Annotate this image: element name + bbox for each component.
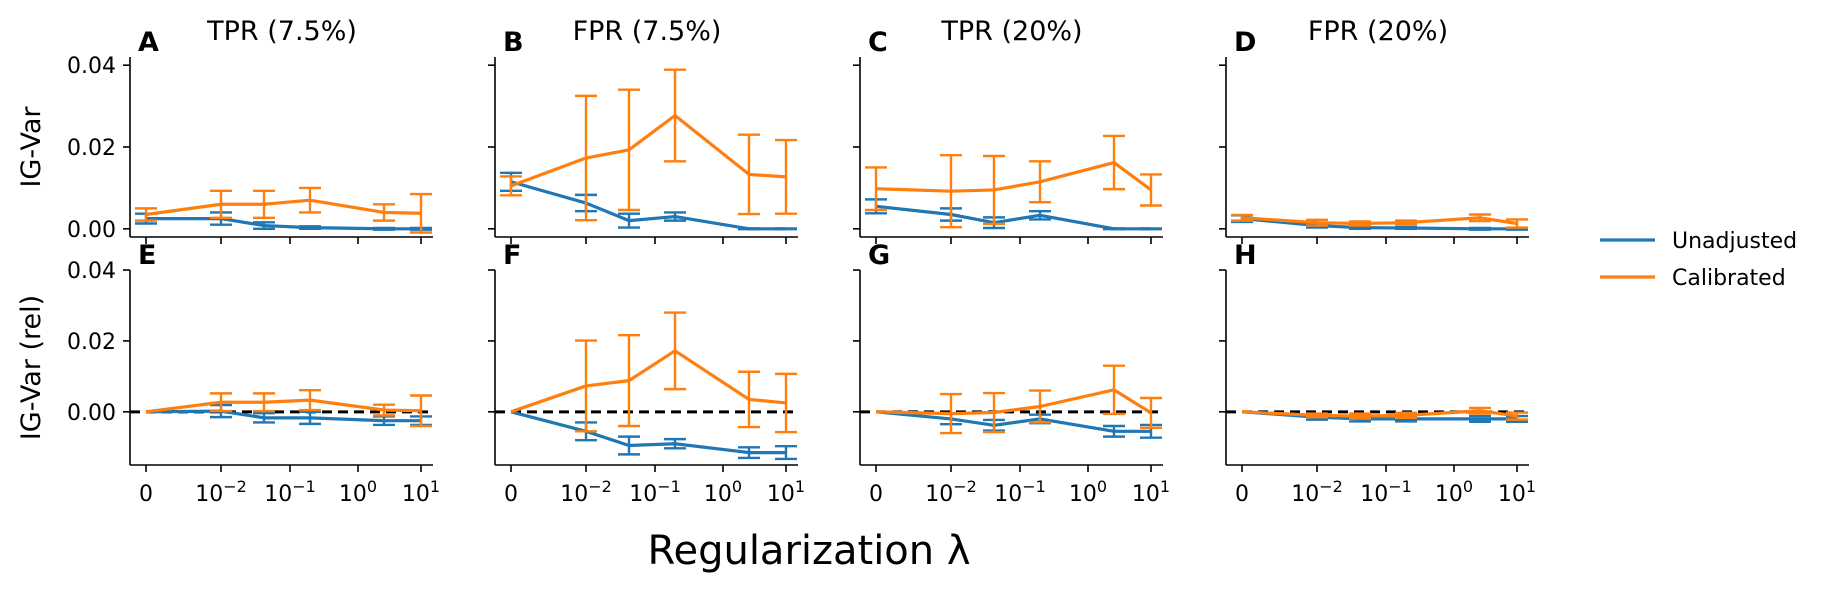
- series-line-calibrated-e: [145, 398, 422, 414]
- y-axis-label: IG-Var: [16, 106, 47, 188]
- series-line-unadjusted-e: [145, 409, 421, 423]
- x-tick-label: 10−2: [195, 477, 247, 507]
- series-line-unadjusted-c: [875, 204, 1151, 231]
- column-title: TPR (7.5%): [206, 16, 357, 47]
- x-tick-label: 101: [767, 477, 805, 507]
- series-line-unadjusted-b: [510, 180, 786, 231]
- x-tick-label: 10−2: [925, 477, 977, 507]
- series-line-calibrated-g: [875, 388, 1152, 416]
- series-line-unadjusted-g: [875, 410, 1151, 433]
- column-title: FPR (7.5%): [573, 16, 722, 47]
- series-line-calibrated-c: [875, 160, 1152, 193]
- legend-label-unadjusted: Unadjusted: [1672, 229, 1797, 254]
- x-tick-label: 10−2: [1291, 477, 1343, 507]
- series-line-calibrated-a: [145, 198, 422, 217]
- legend-label-calibrated: Calibrated: [1672, 266, 1786, 291]
- y-tick-label: 0.04: [67, 54, 116, 79]
- panel-label-d: D: [1234, 27, 1256, 58]
- x-tick-label: 100: [704, 477, 742, 507]
- panel-label-e: E: [138, 240, 156, 271]
- x-tick-label: 0: [139, 482, 153, 507]
- x-tick-label: 10−1: [994, 477, 1046, 507]
- x-tick-label: 10−1: [1360, 477, 1412, 507]
- x-tick-label: 0: [1235, 482, 1249, 507]
- y-tick-label: 0.02: [67, 330, 116, 355]
- x-tick-label: 0: [504, 482, 518, 507]
- x-tick-label: 10−2: [560, 477, 612, 507]
- x-tick-label: 10−1: [629, 477, 681, 507]
- column-title: TPR (20%): [940, 16, 1082, 47]
- y-tick-label: 0.02: [67, 136, 116, 161]
- x-tick-label: 0: [869, 482, 883, 507]
- x-tick-label: 100: [339, 477, 377, 507]
- series-line-calibrated-h: [1241, 409, 1518, 418]
- panel-label-a: A: [138, 27, 159, 58]
- panel-label-h: H: [1234, 240, 1257, 271]
- panel-label-g: G: [868, 240, 890, 271]
- x-tick-label: 101: [1498, 477, 1536, 507]
- y-tick-label: 0.00: [67, 218, 116, 243]
- column-title: FPR (20%): [1308, 16, 1448, 47]
- x-tick-label: 100: [1069, 477, 1107, 507]
- x-axis-label: Regularization λ: [647, 528, 970, 574]
- series-line-calibrated-b: [510, 113, 787, 188]
- panel-label-b: B: [503, 27, 524, 58]
- x-tick-label: 10−1: [264, 477, 316, 507]
- y-tick-label: 0.00: [67, 401, 116, 426]
- x-tick-label: 101: [1132, 477, 1170, 507]
- series-line-calibrated-d: [1241, 216, 1518, 226]
- y-axis-label: IG-Var (rel): [16, 295, 47, 440]
- series-line-calibrated-f: [510, 349, 787, 414]
- series-line-unadjusted-f: [510, 410, 786, 455]
- panel-label-f: F: [503, 240, 521, 271]
- panel-label-c: C: [868, 27, 888, 58]
- x-tick-label: 101: [402, 477, 440, 507]
- x-tick-label: 100: [1435, 477, 1473, 507]
- y-tick-label: 0.04: [67, 259, 116, 284]
